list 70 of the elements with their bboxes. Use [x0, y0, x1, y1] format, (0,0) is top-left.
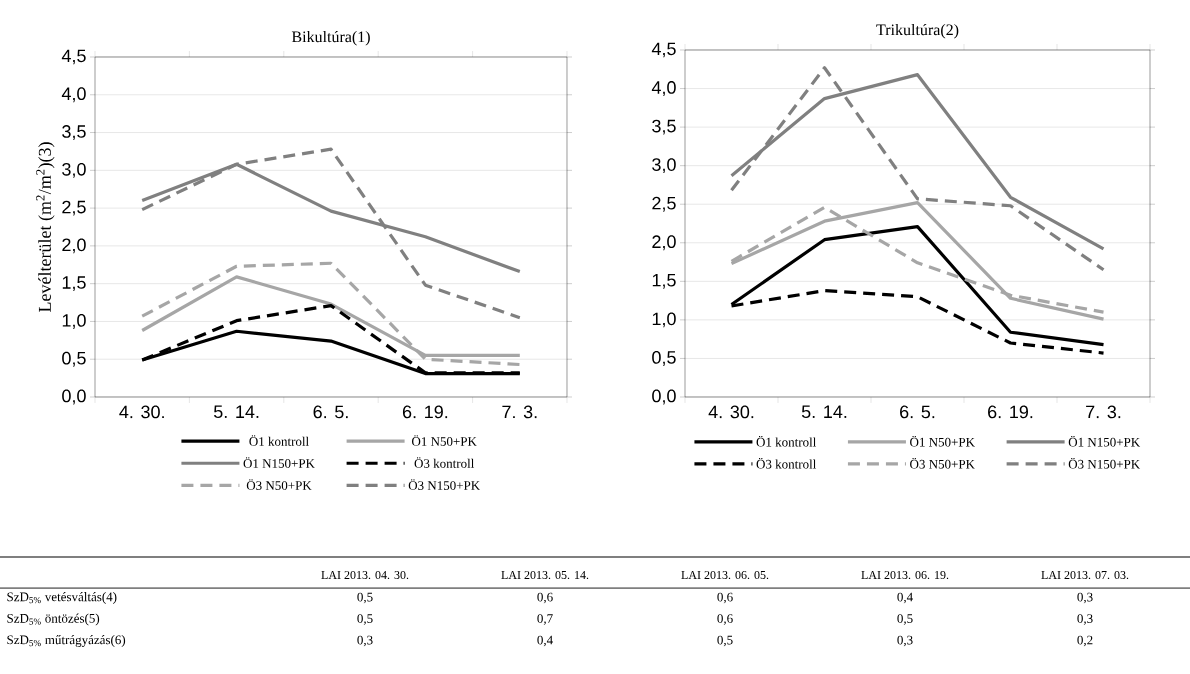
category-label: SzD$_{5%}$ öntözés(5)	[7, 613, 100, 626]
y-tick-label: 2,5	[652, 196, 676, 212]
legend-label: Ö3 kontroll	[414, 457, 475, 468]
category-label: SzD$_{5%}$ műtrágyázás(6)	[7, 635, 126, 647]
y-tick-label: 3,5	[62, 125, 86, 140]
y-tick-label: 4,5	[61, 49, 86, 65]
legend-label: Ö3 N50+PK	[246, 479, 312, 490]
legend-label: Ö3 N150+PK	[1068, 457, 1141, 469]
category-label: SzD$_{5%}$ vetésváltás(4)	[7, 592, 117, 604]
text: 0,6	[717, 592, 733, 604]
y-tick-label: 1,5	[62, 276, 86, 292]
y-tick-label: 0,5	[652, 351, 676, 366]
category-label: LAI 2013. 06. 19.	[861, 570, 949, 580]
text: 0,3	[897, 635, 913, 647]
legend-label: Ö1 N50+PK	[910, 435, 975, 447]
y-tick-label: 1,0	[62, 313, 86, 329]
legend-label: Ö3 kontroll	[756, 457, 817, 469]
y-tick-label: 0,5	[62, 351, 86, 367]
text: 0,3	[357, 635, 373, 647]
category-label: LAI 2013. 05. 14.	[501, 570, 589, 580]
text: 0,4	[897, 592, 913, 604]
x-tick-label: 6. 5.	[900, 405, 935, 419]
category-label: LAI 2013. 07. 03.	[1041, 570, 1129, 580]
text: 0,5	[897, 614, 913, 625]
y-tick-label: 3,0	[652, 158, 676, 174]
x-tick-label: 7. 3.	[502, 405, 537, 419]
legend-label: Ö1 N150+PK	[243, 457, 315, 468]
text: 0,3	[1077, 592, 1093, 604]
y-tick-label: 4,0	[61, 87, 86, 103]
line-series	[140, 261, 522, 367]
text: 0,2	[1077, 635, 1093, 647]
x-tick-label: 6. 5.	[313, 405, 348, 419]
chart-title: Trikultúra(2)	[876, 23, 959, 39]
y-tick-label: 4,0	[651, 81, 676, 96]
text: 0,6	[717, 614, 733, 625]
legend-label: Ö1 kontroll	[249, 435, 309, 446]
text: 0,3	[1077, 614, 1093, 625]
x-tick-label: 5. 14.	[801, 405, 847, 419]
y-tick-label: 3,0	[62, 162, 86, 178]
y-tick-label: 1,5	[652, 273, 676, 289]
y-tick-label: 0,0	[652, 389, 676, 405]
y-tick-label: 1,0	[652, 312, 676, 328]
y-axis-title: Levélterület (m$^{2}$/m$^{2}$)(3)	[36, 142, 55, 312]
x-tick-label: 6. 19.	[402, 405, 448, 419]
category-label: LAI 2013. 06. 05.	[681, 570, 769, 580]
x-tick-label: 7. 3.	[1086, 405, 1121, 419]
category-label: LAI 2013. 04. 30.	[321, 570, 409, 580]
chart-title: Bikultúra(1)	[291, 30, 370, 46]
x-tick-label: 4. 30.	[708, 405, 754, 419]
x-tick-label: 6. 19.	[988, 405, 1033, 419]
text: 0,4	[537, 635, 553, 647]
legend-label: Ö1 N50+PK	[411, 435, 477, 446]
text: 0,7	[537, 614, 553, 625]
y-tick-label: 4,5	[651, 42, 676, 58]
x-tick-label: 4. 30.	[119, 405, 164, 419]
line-series	[140, 147, 522, 320]
x-tick-label: 5. 14.	[213, 405, 259, 419]
y-tick-label: 3,5	[652, 119, 676, 135]
legend-label: Ö1 kontroll	[756, 435, 817, 447]
text: 0,5	[357, 592, 373, 604]
text: 0,5	[357, 614, 373, 625]
y-tick-label: 2,5	[62, 200, 86, 216]
y-tick-label: 2,0	[652, 235, 676, 251]
legend-label: Ö1 N150+PK	[1068, 435, 1141, 447]
text: 0,5	[717, 635, 733, 647]
legend-label: Ö3 N150+PK	[408, 479, 481, 490]
y-tick-label: 0,0	[62, 389, 86, 405]
text: 0,6	[537, 592, 553, 604]
y-tick-label: 2,0	[62, 238, 86, 254]
legend-label: Ö3 N50+PK	[910, 457, 975, 469]
